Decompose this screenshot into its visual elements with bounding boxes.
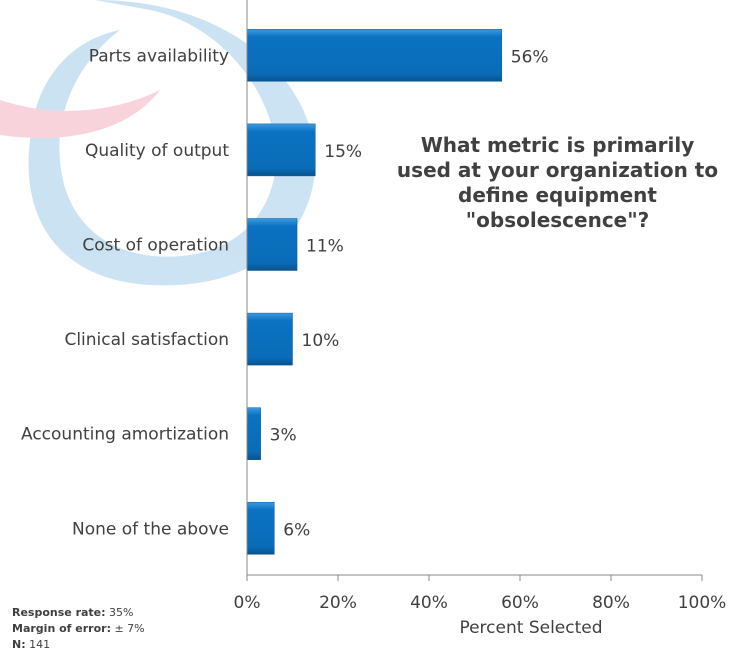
margin-of-error: ± 7%	[114, 622, 145, 635]
response-rate: 35%	[109, 606, 134, 619]
x-tick-label: 60%	[501, 593, 539, 613]
category-label: Parts availability	[89, 46, 229, 66]
value-label: 56%	[511, 47, 549, 67]
sample-size: 141	[29, 638, 51, 651]
value-label: 11%	[306, 237, 344, 257]
value-label: 6%	[283, 520, 310, 540]
x-tick-label: 100%	[678, 593, 727, 613]
survey-notes: Response rate: 35% Margin of error: ± 7%…	[12, 605, 145, 653]
category-label: None of the above	[72, 519, 229, 539]
category-label: Accounting amortization	[21, 425, 229, 445]
background-logo	[0, 0, 316, 286]
bar	[246, 407, 261, 460]
category-label: Clinical satisfaction	[64, 330, 229, 350]
value-label: 10%	[302, 331, 340, 351]
response-rate-label: Response rate:	[12, 606, 106, 619]
value-label: 15%	[324, 142, 362, 162]
bar	[246, 312, 293, 366]
category-label: Cost of operation	[82, 236, 229, 256]
value-label: 3%	[270, 426, 297, 446]
category-label: Quality of output	[85, 141, 229, 161]
bar	[246, 123, 316, 177]
x-tick-label: 0%	[234, 593, 261, 613]
chart-title: What metric is primarily used at your or…	[396, 133, 719, 232]
bar	[246, 218, 298, 271]
bar	[246, 29, 503, 82]
x-tick-label: 20%	[319, 593, 357, 613]
x-tick-label: 80%	[592, 593, 630, 613]
n-label: N:	[12, 638, 26, 651]
margin-label: Margin of error:	[12, 622, 111, 635]
x-axis-label: Percent Selected	[459, 618, 602, 638]
bar	[246, 502, 275, 555]
x-tick-label: 40%	[410, 593, 448, 613]
